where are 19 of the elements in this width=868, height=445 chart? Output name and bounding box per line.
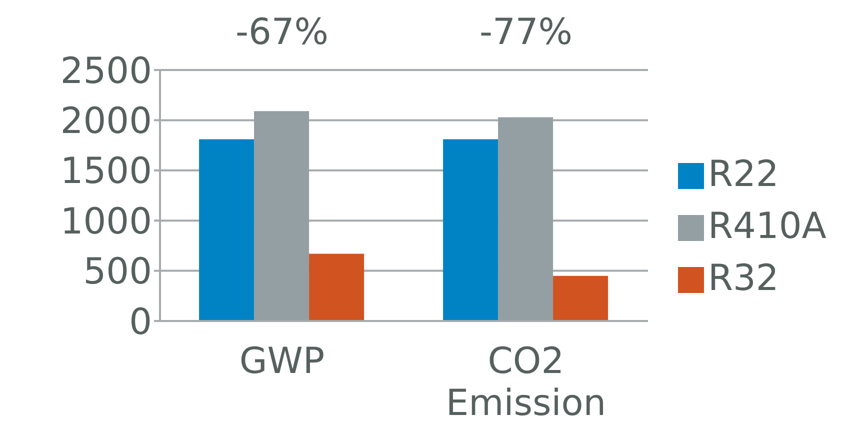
legend-label: R32 [708,258,779,298]
bar [309,254,364,321]
bar [199,139,254,321]
bar [254,111,310,321]
y-tick-label: 0 [129,302,152,343]
legend-label: R410A [708,206,826,246]
bar [443,139,498,321]
x-tick-label: CO2 Emission [446,341,606,424]
y-tick-label: 1500 [60,151,152,192]
x-tick-label: GWP [239,341,325,382]
y-tick-label: 500 [83,252,152,293]
y-tick-label: 2000 [60,100,152,142]
bar [498,117,554,321]
legend-label: R22 [708,154,779,194]
y-tick-label: 2500 [60,50,152,92]
y-tick-label: 1000 [60,201,152,242]
text: -67% [234,12,330,53]
text: -77% [478,12,574,53]
bar [553,276,608,321]
